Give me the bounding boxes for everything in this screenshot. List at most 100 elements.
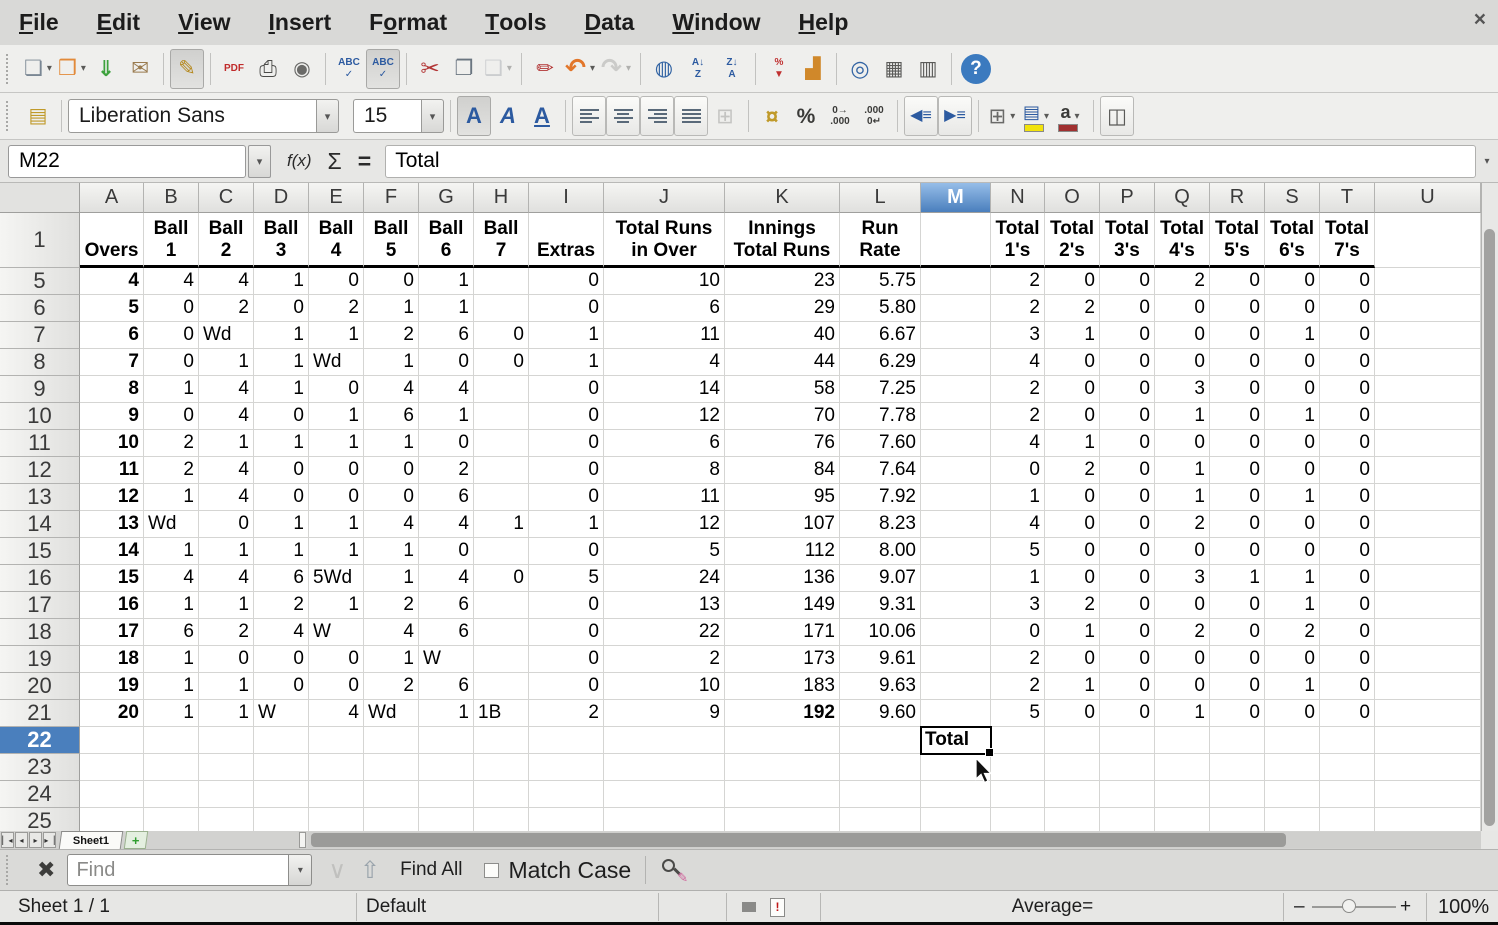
- cell[interactable]: 107: [725, 511, 840, 538]
- cell[interactable]: 7.64: [840, 457, 921, 484]
- cell[interactable]: 0: [1155, 538, 1210, 565]
- cell[interactable]: 0: [1265, 430, 1320, 457]
- sort-ascending-button[interactable]: A↓ Z: [681, 49, 715, 89]
- print-button[interactable]: ⎙: [251, 49, 285, 89]
- cell[interactable]: 1: [529, 349, 604, 376]
- background-color-dropdown-arrow[interactable]: ▾: [1043, 110, 1050, 122]
- cell[interactable]: 6: [80, 322, 144, 349]
- italic-button[interactable]: A: [491, 96, 525, 136]
- cell[interactable]: 4: [309, 700, 364, 727]
- cell[interactable]: 0: [1320, 268, 1375, 295]
- cell[interactable]: 149: [725, 592, 840, 619]
- sheet-number-status[interactable]: Sheet 1 / 1: [18, 896, 110, 917]
- cell[interactable]: 9.07: [840, 565, 921, 592]
- cell[interactable]: [1375, 295, 1481, 322]
- cell[interactable]: 4: [144, 268, 199, 295]
- cell[interactable]: 1: [419, 295, 474, 322]
- cell[interactable]: [840, 808, 921, 831]
- cell[interactable]: 2: [991, 268, 1045, 295]
- average-status[interactable]: Average=: [1011, 896, 1094, 917]
- cell[interactable]: 1: [199, 700, 254, 727]
- cell[interactable]: 6: [419, 484, 474, 511]
- cell[interactable]: 0: [254, 295, 309, 322]
- cell[interactable]: [921, 592, 991, 619]
- cell[interactable]: 0: [529, 430, 604, 457]
- cell[interactable]: 0: [1210, 511, 1265, 538]
- cell[interactable]: [474, 808, 529, 831]
- cell[interactable]: 1: [254, 349, 309, 376]
- cell[interactable]: 5: [991, 700, 1045, 727]
- column-header-L[interactable]: L: [840, 183, 921, 213]
- align-left-button[interactable]: [572, 96, 606, 136]
- column-header-N[interactable]: N: [991, 183, 1045, 213]
- font-size-value[interactable]: 15: [353, 99, 421, 133]
- cell[interactable]: 0: [529, 646, 604, 673]
- cell[interactable]: 2: [364, 592, 419, 619]
- cell[interactable]: 0: [1045, 376, 1100, 403]
- cell[interactable]: 0: [1320, 700, 1375, 727]
- cell[interactable]: 0: [1210, 376, 1265, 403]
- cell[interactable]: [1210, 781, 1265, 808]
- cell[interactable]: 0: [1045, 565, 1100, 592]
- cell[interactable]: 13: [604, 592, 725, 619]
- cell[interactable]: [474, 781, 529, 808]
- row-header-16[interactable]: 16: [0, 565, 80, 592]
- cell[interactable]: [254, 781, 309, 808]
- cell[interactable]: 16: [80, 592, 144, 619]
- cell[interactable]: [921, 349, 991, 376]
- cell[interactable]: 6: [419, 673, 474, 700]
- cut-button[interactable]: ✂: [413, 49, 447, 89]
- cell[interactable]: [1375, 619, 1481, 646]
- cell[interactable]: 4: [254, 619, 309, 646]
- cell[interactable]: [840, 781, 921, 808]
- cell[interactable]: 0: [1265, 376, 1320, 403]
- cell[interactable]: 0: [1210, 619, 1265, 646]
- cell[interactable]: 2: [254, 592, 309, 619]
- data-sources-button[interactable]: ▥: [911, 49, 945, 89]
- cell[interactable]: [474, 403, 529, 430]
- cell[interactable]: 12: [80, 484, 144, 511]
- cell[interactable]: [1155, 808, 1210, 831]
- cell[interactable]: [1155, 727, 1210, 754]
- cell[interactable]: [1155, 781, 1210, 808]
- cell[interactable]: 1: [364, 349, 419, 376]
- paste-dropdown-arrow[interactable]: ▾: [506, 63, 512, 74]
- cell[interactable]: 0: [1320, 673, 1375, 700]
- cell[interactable]: 2: [604, 646, 725, 673]
- cell[interactable]: [529, 808, 604, 831]
- bold-button[interactable]: A: [457, 96, 491, 136]
- cell[interactable]: 70: [725, 403, 840, 430]
- column-header-H[interactable]: H: [474, 183, 529, 213]
- cell[interactable]: 24: [604, 565, 725, 592]
- cell[interactable]: 0: [1045, 700, 1100, 727]
- cell[interactable]: 0: [1320, 484, 1375, 511]
- cell[interactable]: Wd: [199, 322, 254, 349]
- cell[interactable]: [1375, 322, 1481, 349]
- cell[interactable]: 0: [1155, 592, 1210, 619]
- cell[interactable]: [991, 781, 1045, 808]
- cell[interactable]: [604, 754, 725, 781]
- font-size-combo[interactable]: 15 ▾: [353, 98, 444, 134]
- cell[interactable]: [309, 808, 364, 831]
- add-sheet-icon[interactable]: +: [123, 831, 149, 849]
- cell[interactable]: 183: [725, 673, 840, 700]
- cell[interactable]: 1: [364, 538, 419, 565]
- column-header-F[interactable]: F: [364, 183, 419, 213]
- cell[interactable]: 0: [1155, 322, 1210, 349]
- cell[interactable]: 8: [604, 457, 725, 484]
- cell[interactable]: [921, 295, 991, 322]
- cell[interactable]: 0: [1320, 349, 1375, 376]
- find-all-button[interactable]: Find All: [400, 859, 463, 880]
- cell[interactable]: 22: [604, 619, 725, 646]
- row-header-9[interactable]: 9: [0, 376, 80, 403]
- cell[interactable]: [991, 808, 1045, 831]
- cell[interactable]: 0: [1320, 538, 1375, 565]
- row-header-5[interactable]: 5: [0, 268, 80, 295]
- cell[interactable]: [1375, 592, 1481, 619]
- cell[interactable]: 1: [991, 484, 1045, 511]
- cell[interactable]: [1045, 727, 1100, 754]
- cell[interactable]: 5.80: [840, 295, 921, 322]
- cell[interactable]: 7.60: [840, 430, 921, 457]
- cell[interactable]: 0: [419, 538, 474, 565]
